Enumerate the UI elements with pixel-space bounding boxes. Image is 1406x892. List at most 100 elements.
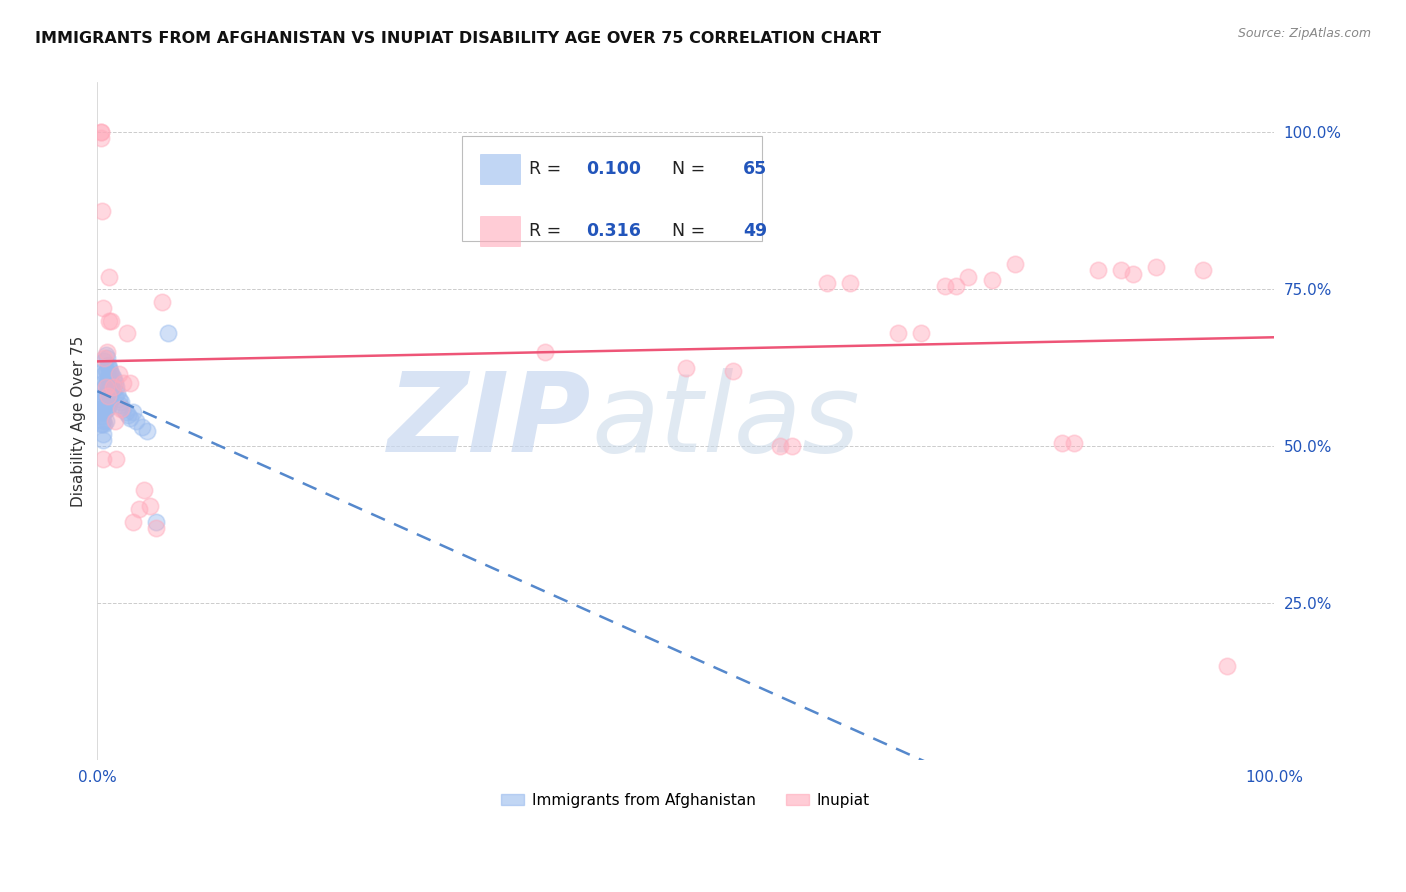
Text: N =: N = xyxy=(661,222,711,240)
Point xyxy=(910,326,932,341)
Point xyxy=(93,351,115,366)
Point xyxy=(93,392,115,406)
Point xyxy=(97,389,120,403)
Point xyxy=(90,417,112,432)
Legend: Immigrants from Afghanistan, Inupiat: Immigrants from Afghanistan, Inupiat xyxy=(495,787,876,814)
Point xyxy=(114,405,136,419)
Point xyxy=(769,439,792,453)
Point xyxy=(91,301,114,315)
Point xyxy=(94,379,117,393)
Text: Source: ZipAtlas.com: Source: ZipAtlas.com xyxy=(1237,27,1371,40)
Point xyxy=(100,379,122,393)
Point xyxy=(94,364,117,378)
Point xyxy=(94,376,117,391)
Text: 49: 49 xyxy=(744,222,768,240)
Point xyxy=(98,360,121,375)
Point xyxy=(96,351,118,366)
Point xyxy=(98,269,121,284)
Point xyxy=(780,439,803,453)
Point xyxy=(107,367,129,381)
Point xyxy=(97,383,120,397)
Point xyxy=(96,401,118,416)
Text: atlas: atlas xyxy=(592,368,860,475)
Point xyxy=(91,417,114,432)
Point xyxy=(115,326,138,341)
Point xyxy=(125,414,148,428)
Point xyxy=(96,345,118,359)
Point xyxy=(1087,263,1109,277)
Point xyxy=(105,385,128,400)
Point xyxy=(94,414,117,428)
Point xyxy=(150,294,173,309)
Point xyxy=(94,348,117,362)
Point xyxy=(90,125,112,139)
Point xyxy=(98,385,121,400)
Point xyxy=(100,313,122,327)
Point xyxy=(120,411,142,425)
Point xyxy=(98,313,121,327)
Point xyxy=(128,502,150,516)
Point xyxy=(957,269,980,284)
Text: 0.316: 0.316 xyxy=(586,222,641,240)
Point xyxy=(139,499,162,513)
Point xyxy=(91,401,114,416)
Point xyxy=(104,389,127,403)
Point xyxy=(945,279,967,293)
Point xyxy=(145,521,167,535)
Point xyxy=(93,417,115,432)
Point xyxy=(91,203,114,218)
Point xyxy=(1192,263,1215,277)
Point xyxy=(721,364,744,378)
Point xyxy=(101,383,124,397)
Point xyxy=(1144,260,1167,275)
Point xyxy=(121,405,143,419)
Point xyxy=(1004,257,1026,271)
Point xyxy=(89,401,111,416)
Point xyxy=(1122,267,1144,281)
FancyBboxPatch shape xyxy=(479,153,520,184)
Point xyxy=(98,373,121,387)
Point xyxy=(91,376,114,391)
Point xyxy=(839,276,862,290)
FancyBboxPatch shape xyxy=(479,216,520,246)
Point xyxy=(1063,436,1085,450)
Point xyxy=(1216,659,1239,673)
Point xyxy=(91,364,114,378)
Point xyxy=(94,389,117,403)
Text: 0.100: 0.100 xyxy=(586,160,641,178)
Text: ZIP: ZIP xyxy=(388,368,592,475)
Point xyxy=(104,414,127,428)
Point xyxy=(98,376,121,391)
Point xyxy=(815,276,838,290)
Text: IMMIGRANTS FROM AFGHANISTAN VS INUPIAT DISABILITY AGE OVER 75 CORRELATION CHART: IMMIGRANTS FROM AFGHANISTAN VS INUPIAT D… xyxy=(35,31,882,46)
Point xyxy=(100,367,122,381)
FancyBboxPatch shape xyxy=(463,136,762,242)
Point xyxy=(886,326,908,341)
Point xyxy=(105,451,128,466)
Point xyxy=(101,370,124,384)
Point xyxy=(120,376,142,391)
Point xyxy=(97,358,120,372)
Text: R =: R = xyxy=(529,222,567,240)
Point xyxy=(101,379,124,393)
Point xyxy=(1109,263,1132,277)
Point xyxy=(675,360,697,375)
Point xyxy=(91,426,114,441)
Point xyxy=(980,273,1002,287)
Point xyxy=(91,409,114,423)
Point xyxy=(96,389,118,403)
Point xyxy=(103,373,125,387)
Point xyxy=(96,364,118,378)
Point xyxy=(145,515,167,529)
Point xyxy=(121,515,143,529)
Point xyxy=(105,379,128,393)
Point xyxy=(112,376,135,391)
Text: R =: R = xyxy=(529,160,567,178)
Text: N =: N = xyxy=(661,160,711,178)
Point xyxy=(90,392,112,406)
Point xyxy=(94,401,117,416)
Point xyxy=(107,392,129,406)
Point xyxy=(90,125,112,139)
Point xyxy=(934,279,956,293)
Point xyxy=(131,420,153,434)
